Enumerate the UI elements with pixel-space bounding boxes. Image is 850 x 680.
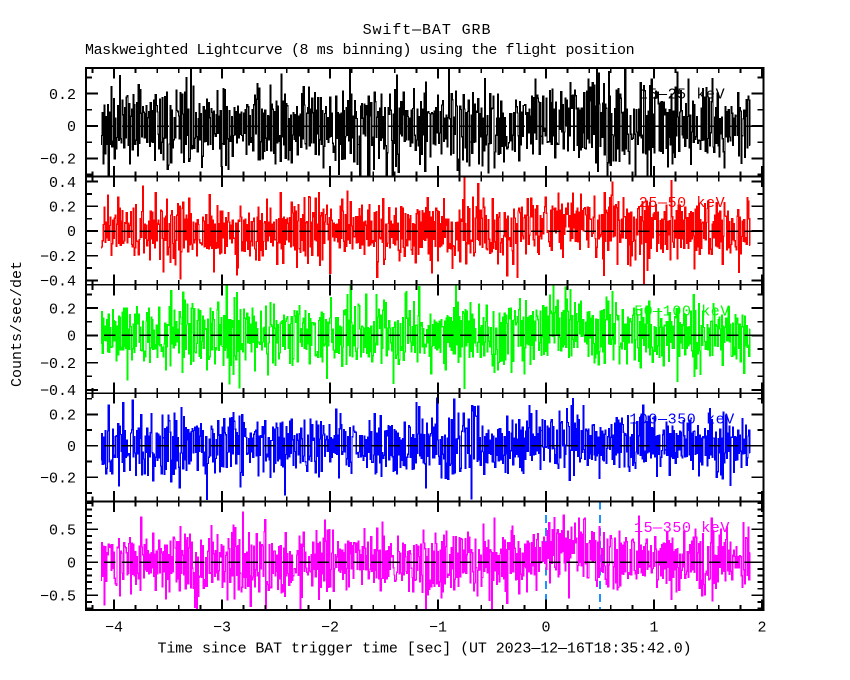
svg-text:25—50 keV: 25—50 keV xyxy=(639,195,725,212)
svg-text:0.2: 0.2 xyxy=(49,301,76,318)
svg-text:Counts/sec/det: Counts/sec/det xyxy=(9,261,26,387)
svg-text:100—350 keV: 100—350 keV xyxy=(629,412,735,429)
svg-text:−0.5: −0.5 xyxy=(40,589,76,606)
svg-text:Maskweighted Lightcurve (8 ms: Maskweighted Lightcurve (8 ms binning) u… xyxy=(85,42,634,59)
svg-text:−0.2: −0.2 xyxy=(40,152,76,169)
svg-text:50—100 keV: 50—100 keV xyxy=(634,303,730,320)
svg-text:0: 0 xyxy=(67,439,76,456)
svg-text:0.4: 0.4 xyxy=(49,175,76,192)
svg-text:−2: −2 xyxy=(321,620,339,637)
svg-text:0.2: 0.2 xyxy=(49,408,76,425)
svg-text:0: 0 xyxy=(67,329,76,346)
svg-text:−0.2: −0.2 xyxy=(40,249,76,266)
svg-text:0: 0 xyxy=(67,224,76,241)
svg-text:15—350 keV: 15—350 keV xyxy=(634,520,730,537)
svg-text:−0.4: −0.4 xyxy=(40,274,76,291)
svg-text:−3: −3 xyxy=(213,620,231,637)
svg-text:0.2: 0.2 xyxy=(49,87,76,104)
svg-text:15—25 keV: 15—25 keV xyxy=(639,87,725,104)
svg-text:−0.2: −0.2 xyxy=(40,356,76,373)
svg-text:0.2: 0.2 xyxy=(49,200,76,217)
svg-text:0: 0 xyxy=(67,556,76,573)
svg-text:−4: −4 xyxy=(105,620,123,637)
svg-text:2: 2 xyxy=(757,620,766,637)
svg-text:Swift—BAT GRB: Swift—BAT GRB xyxy=(363,22,492,39)
svg-text:−0.2: −0.2 xyxy=(40,470,76,487)
svg-text:−1: −1 xyxy=(429,620,447,637)
svg-text:0: 0 xyxy=(67,119,76,136)
svg-text:−0.4: −0.4 xyxy=(40,383,76,400)
svg-text:Time since BAT trigger time [s: Time since BAT trigger time [sec] (UT 20… xyxy=(157,641,691,658)
svg-text:0: 0 xyxy=(541,620,550,637)
svg-text:1: 1 xyxy=(649,620,658,637)
svg-text:0.5: 0.5 xyxy=(49,523,76,540)
